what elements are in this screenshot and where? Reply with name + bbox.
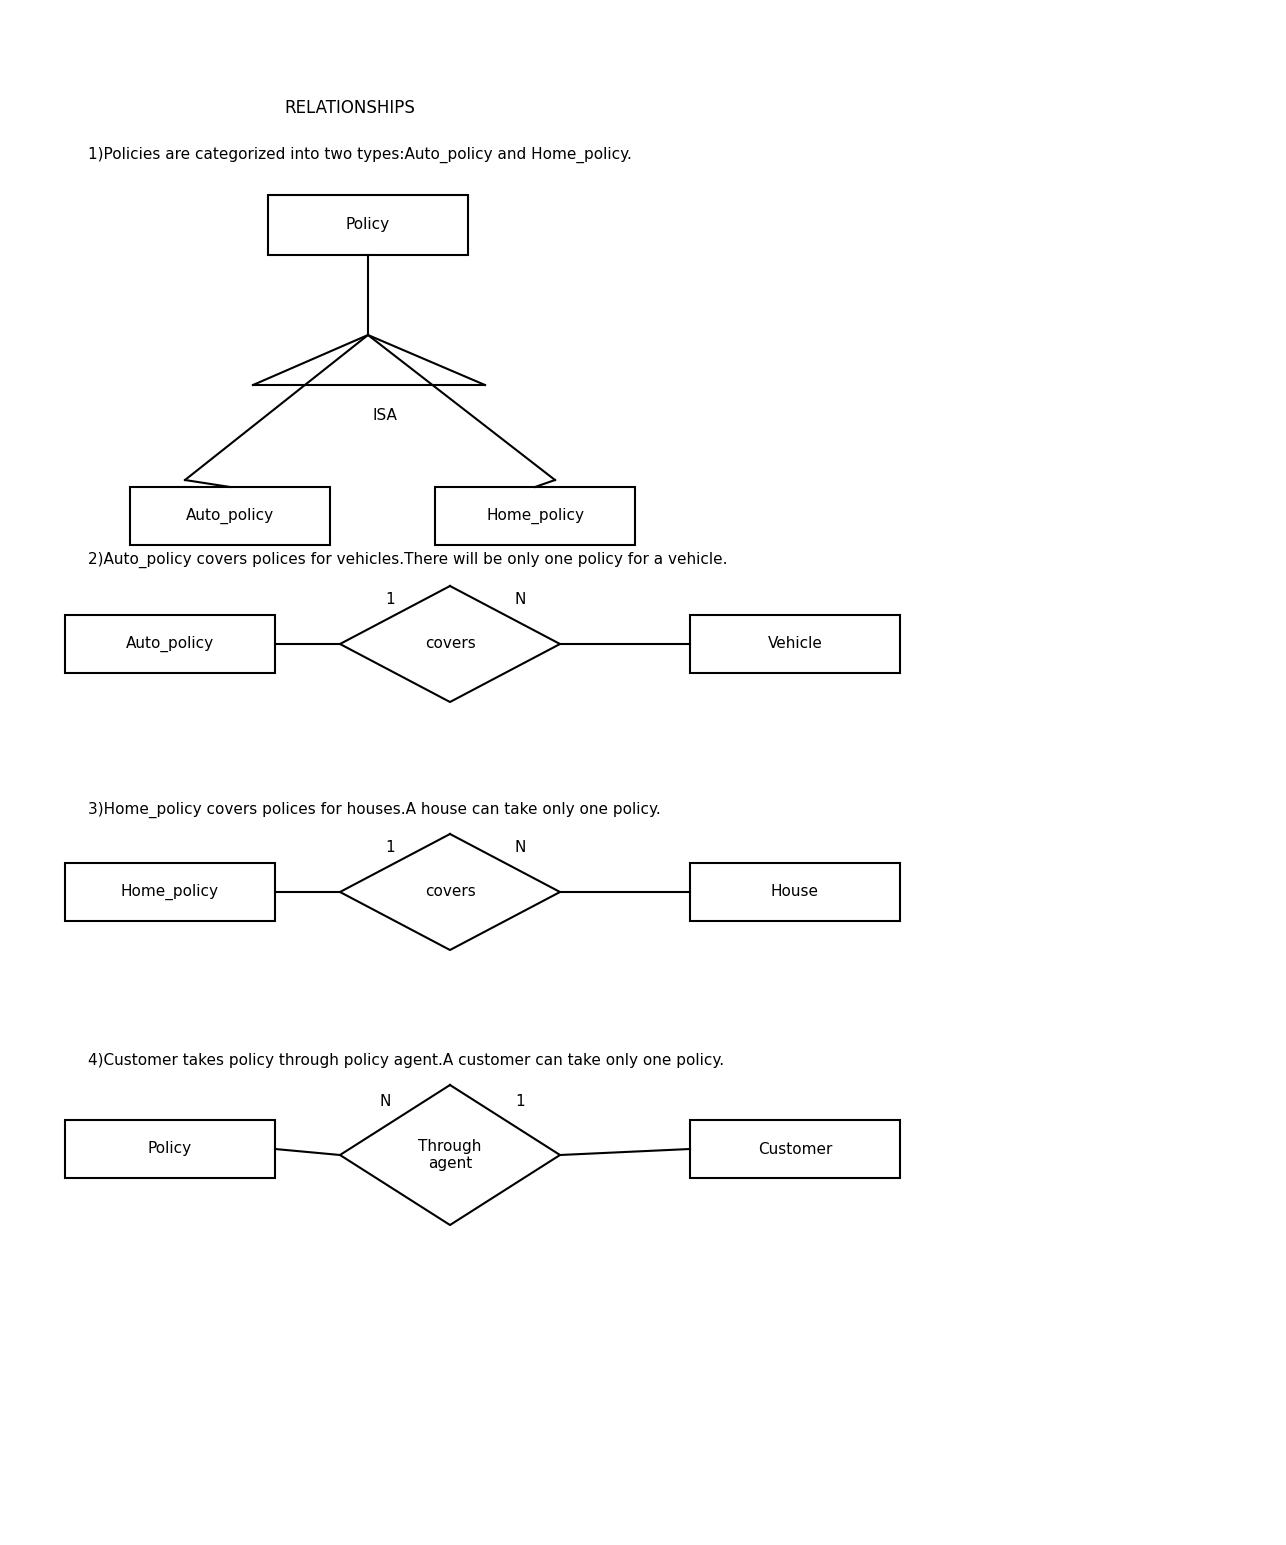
- Bar: [691, 864, 900, 921]
- Bar: [691, 1120, 900, 1177]
- Text: Customer: Customer: [757, 1142, 832, 1157]
- Text: RELATIONSHIPS: RELATIONSHIPS: [284, 99, 415, 117]
- Text: 1: 1: [386, 592, 395, 607]
- Text: Auto_policy: Auto_policy: [186, 508, 274, 524]
- Bar: [435, 487, 635, 545]
- Text: covers: covers: [424, 884, 476, 899]
- Text: covers: covers: [424, 637, 476, 652]
- Text: Home_policy: Home_policy: [486, 508, 584, 524]
- Bar: [130, 487, 331, 545]
- Text: ISA: ISA: [373, 408, 397, 422]
- Text: House: House: [772, 884, 819, 899]
- Text: 4)Customer takes policy through policy agent.A customer can take only one policy: 4)Customer takes policy through policy a…: [87, 1052, 724, 1068]
- Bar: [267, 195, 468, 255]
- Text: 1: 1: [516, 1094, 525, 1109]
- Text: 1: 1: [386, 840, 395, 856]
- Text: Policy: Policy: [346, 218, 390, 232]
- Text: 2)Auto_policy covers polices for vehicles.There will be only one policy for a ve: 2)Auto_policy covers polices for vehicle…: [87, 552, 728, 569]
- Bar: [66, 1120, 275, 1177]
- Text: Policy: Policy: [148, 1142, 192, 1157]
- Text: Auto_policy: Auto_policy: [126, 637, 213, 652]
- Text: Through
agent: Through agent: [418, 1139, 482, 1171]
- Bar: [66, 864, 275, 921]
- Text: N: N: [514, 840, 526, 856]
- Bar: [691, 615, 900, 674]
- Text: N: N: [514, 592, 526, 607]
- Text: Home_policy: Home_policy: [121, 884, 219, 901]
- Text: 1)Policies are categorized into two types:Auto_policy and Home_policy.: 1)Policies are categorized into two type…: [87, 147, 631, 164]
- Bar: [66, 615, 275, 674]
- Text: 3)Home_policy covers polices for houses.A house can take only one policy.: 3)Home_policy covers polices for houses.…: [87, 802, 661, 819]
- Text: N: N: [379, 1094, 391, 1109]
- Text: Vehicle: Vehicle: [768, 637, 823, 652]
